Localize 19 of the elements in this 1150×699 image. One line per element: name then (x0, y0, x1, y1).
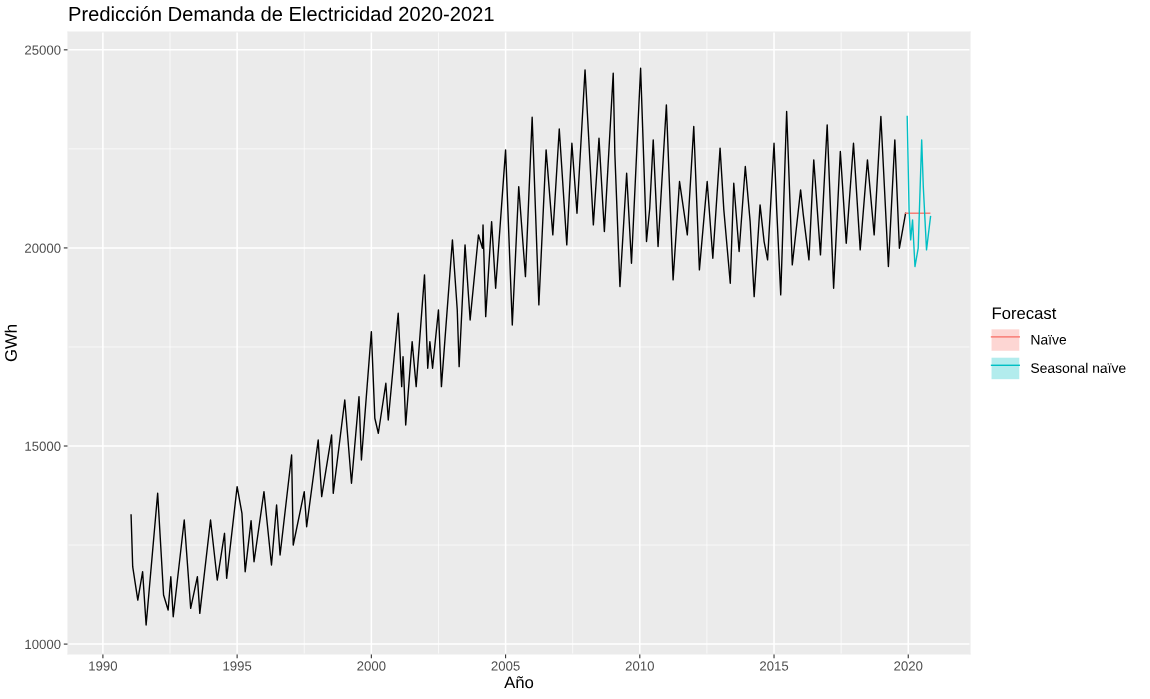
x-tick-label: 2020 (894, 661, 923, 671)
legend-label: Seasonal naïve (1031, 362, 1126, 373)
y-tick-label: 20000 (25, 243, 61, 253)
legend-label: Naïve (1031, 334, 1067, 345)
x-tick-label: 2005 (491, 661, 520, 671)
y-axis-title: GWh (4, 325, 17, 362)
legend-title: Forecast (992, 307, 1057, 320)
x-axis-title: Año (504, 676, 534, 689)
x-tick-label: 1995 (223, 661, 252, 671)
y-tick-label: 25000 (25, 45, 61, 55)
x-tick-label: 2015 (760, 661, 789, 671)
x-tick-label: 2000 (357, 661, 386, 671)
chart-title: Predicción Demanda de Electricidad 2020-2021 (69, 6, 494, 22)
line-series (130, 67, 907, 626)
line-series (906, 115, 932, 268)
y-tick-label: 15000 (25, 441, 61, 451)
x-tick-label: 2010 (625, 661, 654, 671)
x-tick-label: 1990 (89, 661, 118, 671)
y-tick-label: 10000 (25, 639, 61, 650)
